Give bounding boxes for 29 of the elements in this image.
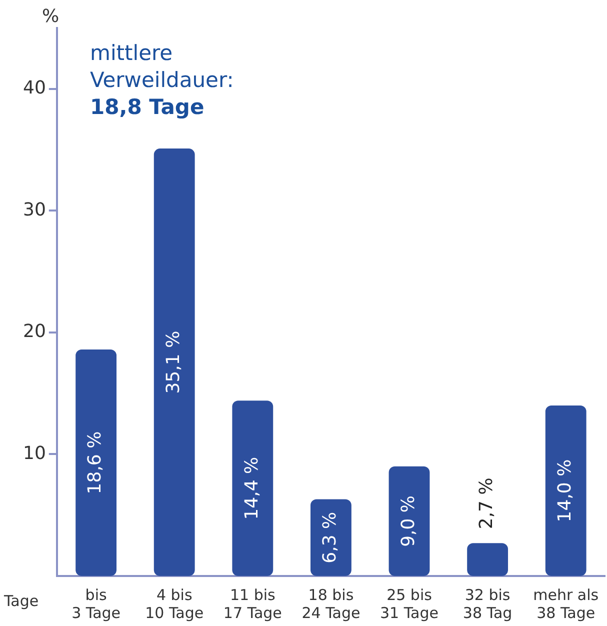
data-label: 2,7 % [476,478,498,530]
x-tick-label: bis 3 Tage [72,586,121,622]
bar [154,148,195,576]
y-tick-label: 10 [23,442,46,464]
bar [467,543,508,576]
bar [310,499,352,576]
x-tick-label: 25 bis 31 Tage [380,586,438,622]
data-label: 9,0 % [398,495,419,547]
y-tick-label: 20 [23,321,46,342]
annotation: 18,8 Tage [90,94,206,121]
bar [76,349,117,576]
data-label: 18,6 % [84,431,106,494]
bar [545,406,586,576]
y-axis-title: % [42,6,60,27]
annotation: mittlere Verweildauer: [90,40,234,94]
x-tick-label: 18 bis 24 Tage [302,586,360,622]
data-label: 14,0 % [554,459,576,522]
y-tick-label: 40 [23,78,46,99]
data-label: 14,4 % [241,456,262,520]
x-tick-label: 4 bis 10 Tage [145,586,204,622]
data-label: 35,1 % [163,330,184,394]
bar [232,400,274,576]
data-label: 6,3 % [320,512,341,564]
y-tick-label: 30 [23,199,46,220]
x-tick-label: 11 bis 17 Tage [223,586,282,622]
bar [388,466,430,576]
x-tick-label: mehr als 38 Tage [533,586,599,622]
x-axis-title: Tage [4,592,39,610]
x-tick-label: 32 bis 38 Tag [462,586,512,622]
